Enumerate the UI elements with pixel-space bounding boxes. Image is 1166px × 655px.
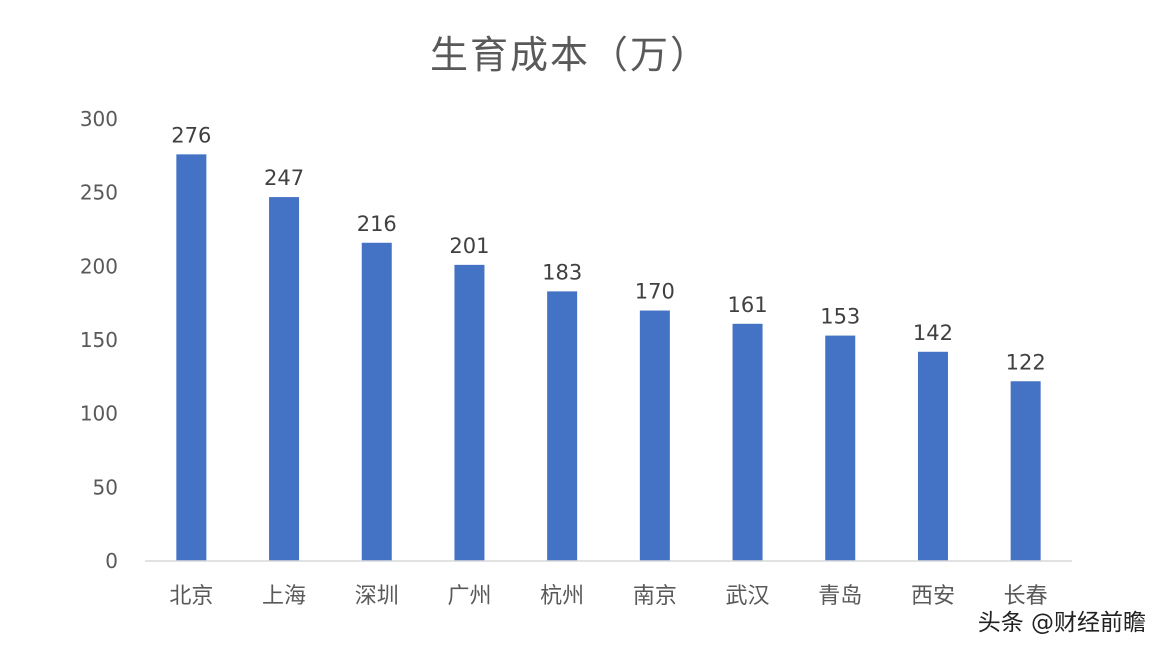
bar	[176, 154, 207, 562]
y-tick-label: 150	[80, 328, 118, 352]
data-label: 122	[1006, 350, 1046, 374]
y-tick-label: 250	[80, 181, 118, 205]
y-tick-label: 200	[80, 254, 118, 278]
y-tick-label: 100	[80, 402, 118, 426]
y-tick-label: 50	[93, 475, 118, 499]
x-tick-label: 长春	[1004, 584, 1048, 609]
chart-title: 生育成本（万）	[430, 33, 710, 77]
bars	[176, 154, 1041, 562]
data-label: 247	[264, 166, 304, 190]
x-tick-label: 广州	[447, 584, 491, 609]
data-label: 276	[171, 123, 211, 147]
data-label: 216	[357, 212, 397, 236]
watermark-text: 头条 @财经前瞻	[978, 610, 1146, 636]
x-tick-label: 北京	[169, 584, 213, 609]
bar	[547, 291, 578, 561]
data-label: 183	[542, 260, 582, 284]
data-label: 201	[449, 234, 489, 258]
x-tick-label: 南京	[633, 584, 677, 609]
data-label: 170	[635, 280, 675, 304]
y-tick-label: 0	[105, 549, 118, 573]
bar	[825, 335, 856, 561]
x-tick-label: 武汉	[726, 584, 770, 609]
data-label: 161	[728, 293, 768, 317]
y-axis: 0 50 100 150 200 250 300	[80, 107, 118, 573]
x-axis: 北京 上海 深圳 广州 杭州 南京 武汉 青岛 西安 长春	[169, 584, 1047, 609]
data-labels: 276 247 216 201 183 170 161 153 142 122	[171, 123, 1045, 374]
bar	[639, 310, 670, 561]
x-tick-label: 杭州	[540, 584, 584, 609]
bar	[732, 323, 763, 561]
bar	[917, 351, 948, 561]
x-tick-label: 深圳	[355, 584, 399, 609]
bar	[454, 264, 485, 561]
y-tick-label: 300	[80, 107, 118, 131]
bar	[269, 197, 300, 561]
x-tick-label: 西安	[911, 584, 955, 609]
bar	[1010, 381, 1041, 561]
data-label: 153	[820, 305, 860, 329]
x-tick-label: 青岛	[818, 584, 862, 609]
bar	[361, 242, 392, 561]
data-label: 142	[913, 321, 953, 345]
x-tick-label: 上海	[262, 584, 306, 609]
